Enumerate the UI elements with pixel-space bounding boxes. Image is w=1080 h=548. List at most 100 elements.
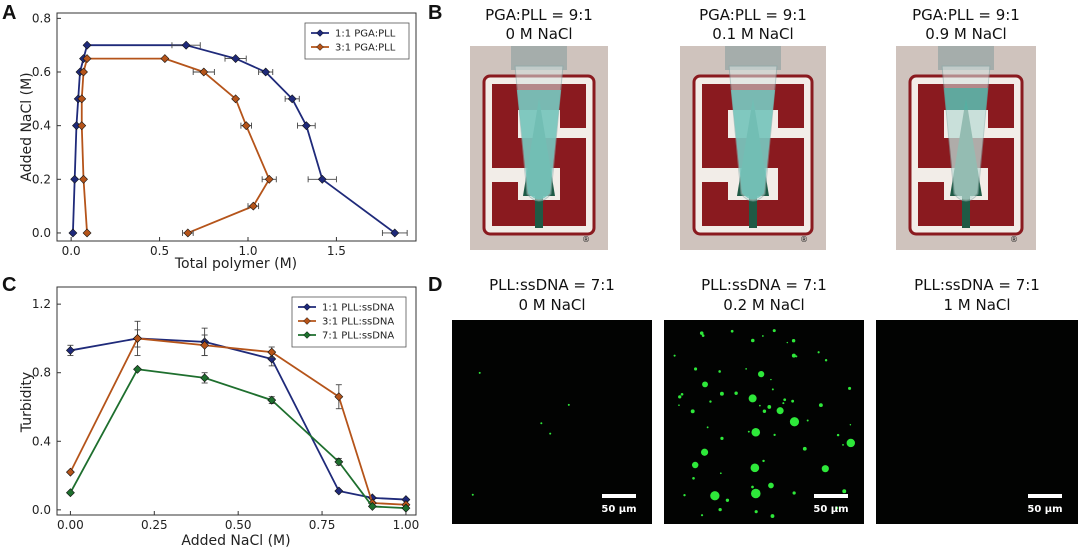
fluorescent-droplet <box>751 427 761 437</box>
fluorescent-droplet <box>567 403 570 406</box>
fluorescent-droplet <box>702 381 708 388</box>
panel-b-photos: PGA:PLL = 9:10 M NaCl®PGA:PLL = 9:10.1 M… <box>470 6 1036 250</box>
chart-c-series-3-marker <box>65 488 75 498</box>
fluorescent-droplet <box>471 493 474 496</box>
fluorescent-droplet <box>709 400 712 403</box>
chart-c-ytick-label: 1.2 <box>32 297 51 311</box>
chart-a-series-2-marker <box>77 121 87 131</box>
chart-a-series-1-marker <box>181 40 191 50</box>
chart-a-series-2-marker <box>77 94 87 104</box>
scale-bar-label: 50 μm <box>1027 504 1062 515</box>
fluorescent-droplet <box>706 426 709 429</box>
fluorescent-droplet <box>786 341 789 344</box>
fluorescent-droplet <box>540 422 543 425</box>
fluorescent-droplet <box>747 430 750 433</box>
chart-a-series-2-marker <box>79 174 88 184</box>
registered-mark: ® <box>582 235 590 244</box>
chart-a-ytick-label: 0.6 <box>32 65 51 79</box>
chart-a-ytick-label: 0.2 <box>32 172 51 186</box>
fluorescent-droplet <box>762 459 765 463</box>
chart-c-series-3-marker <box>267 395 277 405</box>
scale-bar <box>814 494 848 498</box>
fluorescent-droplet <box>789 417 800 427</box>
fluorescent-droplet <box>718 507 722 512</box>
chart-c-series-2-line <box>69 337 406 506</box>
chart-a-series-2-marker <box>241 121 251 131</box>
chart-a-series-1-marker <box>301 121 311 131</box>
chart-a-series-2-marker <box>160 54 170 64</box>
chart-a-xtick-label: 0.5 <box>150 244 169 258</box>
fluorescent-droplet <box>767 405 772 409</box>
chart-c-legend-swatch-marker <box>303 331 311 339</box>
fluorescent-droplet <box>842 489 847 494</box>
tube-liquid <box>731 90 775 200</box>
chart-c-series-1-marker <box>334 486 344 496</box>
chart-a-frame <box>56 12 417 242</box>
fluorescent-droplet <box>673 354 676 357</box>
fluorescent-droplet <box>745 368 747 370</box>
photo-caption-salt: 0.1 M NaCl <box>712 25 793 43</box>
fluorescent-droplet <box>678 404 680 406</box>
panel-letter-c: C <box>2 274 16 296</box>
chart-a-ytick-label: 0.4 <box>32 119 51 133</box>
chart-a-series-1-marker <box>70 174 80 184</box>
chart-c-series-3-marker <box>367 502 377 511</box>
chart-c-xtick-label: 0.25 <box>141 518 168 532</box>
chart-c-frame <box>56 286 417 516</box>
panel-letter-d: D <box>428 274 442 296</box>
chart-c-xtick-label: 1.00 <box>393 518 420 532</box>
chart-a-ytick-label: 0.8 <box>32 11 51 25</box>
chart-c-series-3-marker <box>334 457 344 467</box>
micrograph-caption-salt: 0.2 M NaCl <box>723 296 804 314</box>
fluorescent-droplet <box>806 419 809 422</box>
fluorescent-droplet <box>700 448 709 456</box>
tube-liquid-clear <box>946 110 986 200</box>
chart-a-series-1-marker <box>317 174 327 184</box>
fluorescent-droplet <box>783 398 787 402</box>
fluorescent-droplet <box>791 399 795 403</box>
chart-a-xtick-label: 0.0 <box>62 244 81 258</box>
chart-a-series-2-marker <box>79 67 88 77</box>
chart-a-legend-box <box>304 22 410 60</box>
fluorescent-droplet <box>478 371 481 374</box>
chart-a-legend-label: 1:1 PGA:PLL <box>335 29 396 40</box>
chart-a-series-2-marker <box>199 67 209 77</box>
fluorescent-droplet <box>678 395 682 399</box>
micrograph-image <box>876 320 1078 524</box>
fluorescent-droplet <box>754 510 758 514</box>
fluorescent-droplet <box>700 514 704 517</box>
chart-c-xtick-label: 0.00 <box>57 518 84 532</box>
fluorescent-droplet <box>792 491 796 495</box>
fluorescent-droplet <box>701 334 705 337</box>
chart-a-series-1-marker <box>82 40 92 50</box>
fluorescent-droplet <box>758 370 765 378</box>
fluorescent-droplet <box>773 433 776 437</box>
chart-c-legend: 1:1 PLL:ssDNA 3:1 PLL:ssDNA 7:1 PLL:ssDNA <box>291 296 407 348</box>
fluorescent-droplet <box>699 331 704 335</box>
micrograph-caption-ratio: PLL:ssDNA = 7:1 <box>914 276 1040 294</box>
fluorescent-droplet <box>750 338 755 343</box>
chart-a-series-1-line <box>72 44 396 234</box>
chart-a-xtick-label: 1.0 <box>238 244 257 258</box>
photo-caption-salt: 0.9 M NaCl <box>925 25 1006 43</box>
chart-a-series-1-marker <box>231 54 241 64</box>
fluorescent-droplet <box>849 424 852 426</box>
chart-a-phase-diagram: 0.0 0.5 1.0 1.5 0.0 0.2 0.4 0.6 0.8 Total polyme… <box>19 11 417 272</box>
chart-c-legend-box <box>291 296 407 348</box>
tube-liquid <box>517 90 561 200</box>
fluorescent-droplet <box>782 402 785 405</box>
chart-c-legend-label: 1:1 PLL:ssDNA <box>322 303 394 314</box>
chart-c-series-3-marker <box>401 503 411 513</box>
fluorescent-droplet <box>771 388 774 391</box>
photo-caption-ratio: PGA:PLL = 9:1 <box>699 6 807 24</box>
chart-a-legend: 1:1 PGA:PLL 3:1 PGA:PLL <box>304 22 410 60</box>
chart-c-series-2-marker <box>133 334 142 343</box>
chart-c-series-1-marker <box>65 346 75 355</box>
fluorescent-droplet <box>691 461 699 469</box>
chart-c-turbidity: 0.00 0.25 0.50 0.75 1.00 0.0 0.4 0.8 1.2 Added N… <box>19 286 420 548</box>
fluorescent-droplet <box>683 493 686 497</box>
chart-a-series-2-marker <box>264 174 274 184</box>
micrograph-caption-salt: 0 M NaCl <box>518 296 585 314</box>
fluorescent-droplet <box>720 436 724 441</box>
